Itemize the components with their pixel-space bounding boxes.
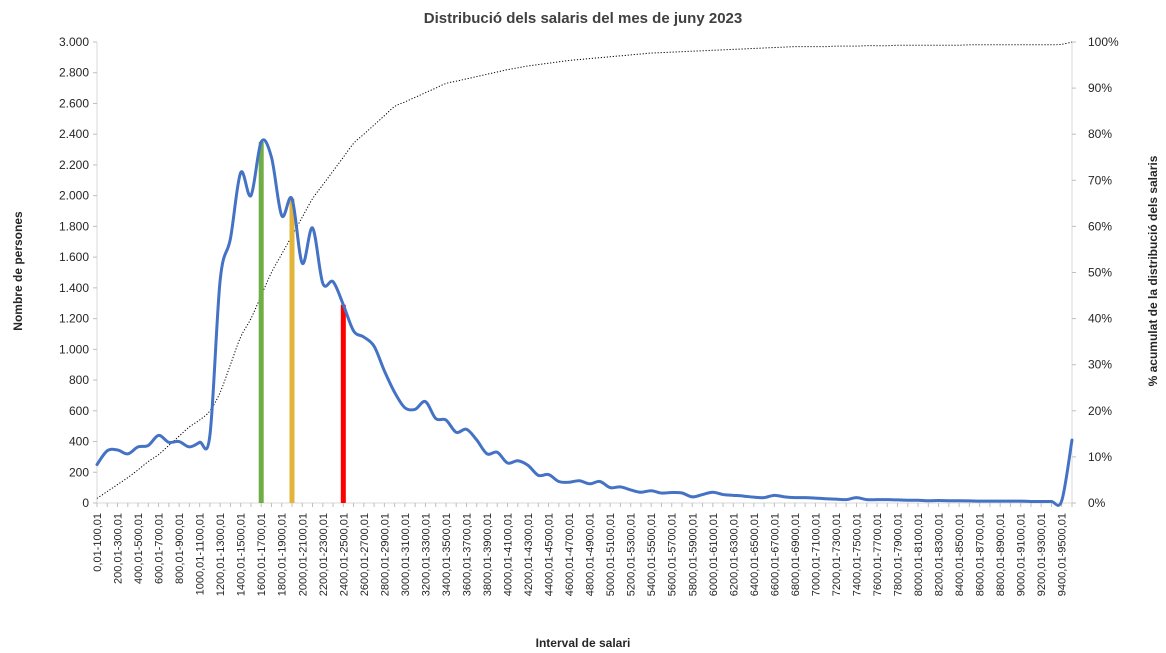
x-tick-label: 1400,01-1500,01 [236,513,248,596]
marker-bar [340,304,346,503]
x-tick-label: 8800,01-8900,01 [995,513,1007,596]
y2-tick-label: 70% [1088,173,1112,187]
x-tick-label: 7400,01-7500,01 [851,513,863,596]
y2-tick-label: 30% [1088,358,1112,372]
marks-layer: 0 200 400 600 800 1.000 1.200 1.400 1.600 1.800 2.… [59,35,1119,596]
y-tick-label: 1.200 [59,312,89,326]
x-tick-label: 6200,01-6300,01 [728,513,740,596]
x-tick-label: 4000,01-4100,01 [503,513,515,596]
y2-tick-label: 50% [1088,266,1112,280]
x-tick-label: 7000,01-7100,01 [810,513,822,596]
distribution-line [95,138,1074,507]
y-tick-label: 2.600 [59,96,89,110]
cumulative-line [96,41,1073,499]
y2-tick-label: 40% [1088,312,1112,326]
x-tick-label: 3800,01-3900,01 [482,513,494,596]
x-tick-label: 3400,01-3500,01 [441,513,453,596]
x-tick-label: 9200,01-9300,01 [1036,513,1048,596]
x-tick-label: 4600,01-4700,01 [564,513,576,596]
x-tick-label: 800,01-900,01 [174,513,186,584]
x-tick-label: 2200,01-2300,01 [318,513,330,596]
x-tick-label: 3600,01-3700,01 [461,513,473,596]
y2-tick-label: 90% [1088,81,1112,95]
x-tick-label: 6600,01-6700,01 [769,513,781,596]
x-tick-label: 1800,01-1900,01 [277,513,289,596]
x-tick-label: 9400,01-9500,01 [1057,513,1069,596]
y-tick-label: 3.000 [59,35,89,49]
y-tick-label: 0 [82,496,89,510]
marker-bar [289,198,295,504]
x-tick-label: 400,01-500,01 [133,513,145,584]
x-tick-label: 7600,01-7700,01 [872,513,884,596]
x-tick-label: 5600,01-5700,01 [667,513,679,596]
marker-bar [258,141,264,503]
x-tick-label: 0,01-100,01 [92,513,104,572]
x-tick-label: 5800,01-5900,01 [687,513,699,596]
x-tick-label: 3000,01-3100,01 [400,513,412,596]
x-tick-label: 2400,01-2500,01 [338,513,350,596]
x-tick-label: 6800,01-6900,01 [790,513,802,596]
y-tick-label: 600 [69,404,89,418]
x-tick-label: 2800,01-2900,01 [379,513,391,596]
x-tick-label: 4400,01-4500,01 [544,513,556,596]
x-tick-label: 8600,01-8700,01 [975,513,987,596]
x-tick-label: 7800,01-7900,01 [893,513,905,596]
y2-tick-label: 20% [1088,404,1112,418]
x-tick-label: 8000,01-8100,01 [913,513,925,596]
y-tick-label: 2.000 [59,189,89,203]
x-tick-label: 200,01-300,01 [113,513,125,584]
x-tick-label: 6000,01-6100,01 [708,513,720,596]
y-tick-label: 200 [69,465,89,479]
x-tick-label: 2600,01-2700,01 [359,513,371,596]
chart-title: Distribució dels salaris del mes de juny… [424,10,742,27]
x-tick-label: 3200,01-3300,01 [420,513,432,596]
y-tick-label: 1.600 [59,250,89,264]
x-tick-label: 5000,01-5100,01 [605,513,617,596]
x-tick-label: 9000,01-9100,01 [1016,513,1028,596]
x-tick-label: 5200,01-5300,01 [626,513,638,596]
x-tick-label: 1000,01-1100,01 [195,513,207,595]
y-tick-label: 1.800 [59,219,89,233]
y2-tick-label: 60% [1088,219,1112,233]
y-tick-label: 1.400 [59,281,89,295]
y2-tick-label: 100% [1088,35,1119,49]
x-tick-label: 6400,01-6500,01 [749,513,761,596]
x-tick-label: 2000,01-2100,01 [297,513,309,596]
x-axis-title: Interval de salari [536,636,631,650]
x-tick-label: 1600,01-1700,01 [256,513,268,596]
x-tick-label: 5400,01-5500,01 [646,513,658,596]
y-tick-label: 400 [69,435,89,449]
x-tick-label: 8400,01-8500,01 [954,513,966,596]
x-tick-label: 1200,01-1300,01 [215,513,227,596]
x-tick-label: 8200,01-8300,01 [934,513,946,596]
x-tick-label: 4200,01-4300,01 [523,513,535,596]
x-tick-label: 600,01-700,01 [154,513,166,584]
y-tick-label: 800 [69,373,89,387]
y-tick-label: 2.200 [59,158,89,172]
y-tick-label: 2.400 [59,127,89,141]
x-tick-label: 7200,01-7300,01 [831,513,843,596]
y2-axis-title: % acumulat de la distribució dels salari… [1146,155,1160,386]
x-tick-label: 4800,01-4900,01 [585,513,597,596]
y-axis-title: Nombre de persones [11,211,25,331]
y-tick-label: 1.000 [59,342,89,356]
y2-tick-label: 0% [1088,496,1106,510]
y2-tick-label: 10% [1088,450,1112,464]
y-tick-label: 2.800 [59,66,89,80]
y2-tick-label: 80% [1088,127,1112,141]
